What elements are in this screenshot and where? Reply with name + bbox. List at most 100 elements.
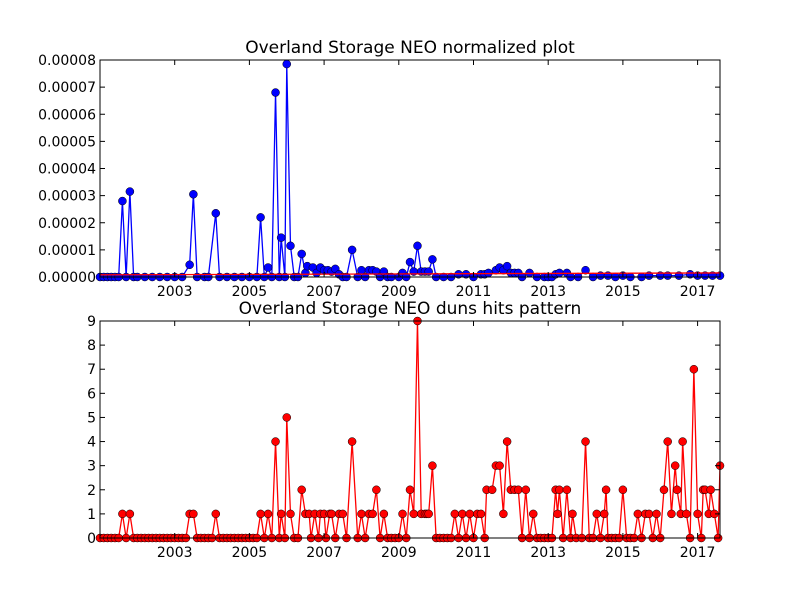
duns-hits-point-156 <box>659 485 669 495</box>
duns-hits-point-127 <box>555 485 564 495</box>
duns-hits-point-171 <box>706 485 715 495</box>
duns-hits-y-tick-label: 1 <box>87 507 96 523</box>
normalized-plot-point-83 <box>484 268 493 278</box>
normalized-plot-point-31 <box>263 263 273 272</box>
duns-hits-point-126 <box>553 509 562 519</box>
normalized-plot-point-74 <box>428 255 437 264</box>
duns-hits-point-52 <box>286 509 295 519</box>
duns-hits-point-117 <box>521 485 531 495</box>
duns-hits-y-tick-label: 9 <box>87 314 96 330</box>
duns-hits-point-8 <box>125 509 135 519</box>
duns-hits-point-70 <box>347 437 357 446</box>
normalized-plot-point-38 <box>286 241 295 251</box>
duns-hits-x-tick-label: 2009 <box>381 545 417 561</box>
normalized-plot-series-1-line <box>99 272 721 276</box>
duns-hits-title: Overland Storage NEO duns hits pattern <box>239 299 582 319</box>
duns-hits-point-110 <box>495 461 504 470</box>
duns-hits-x-tick-label: 2007 <box>306 545 342 561</box>
duns-hits-point-76 <box>372 485 381 495</box>
duns-hits-point-75 <box>368 509 377 519</box>
normalized-plot-point-87 <box>502 261 512 271</box>
duns-hits-point-72 <box>357 509 366 519</box>
duns-hits-point-137 <box>592 509 601 519</box>
duns-hits-point-91 <box>424 509 433 519</box>
normalized-plot-point-54 <box>347 245 357 255</box>
duns-hits-point-49 <box>276 509 286 519</box>
normalized-plot-y-tick-label: 0.00005 <box>38 134 96 150</box>
duns-hits-point-55 <box>297 485 306 495</box>
normalized-plot-y-tick-label: 0.00002 <box>38 216 96 232</box>
duns-hits-point-115 <box>514 485 523 495</box>
normalized-plot-point-102 <box>581 265 590 275</box>
duns-hits-point-65 <box>327 509 336 519</box>
normalized-plot-point-41 <box>297 249 306 259</box>
duns-hits-x-tick-label: 2011 <box>456 545 492 561</box>
normalized-plot-y-tick-label: 0.00008 <box>38 53 96 69</box>
normalized-plot-x-tick-label: 2005 <box>232 284 268 300</box>
normalized-plot-x-tick-label: 2017 <box>680 284 716 300</box>
normalized-plot-frame <box>99 59 721 278</box>
duns-hits-point-160 <box>672 485 682 495</box>
normalized-plot-x-tick-label: 2011 <box>456 284 492 300</box>
normalized-plot-x-tick-label: 2015 <box>605 284 641 300</box>
normalized-plot-x-tick-label: 2009 <box>381 284 417 300</box>
duns-hits-point-154 <box>652 509 661 519</box>
duns-hits-point-129 <box>562 485 572 495</box>
normalized-plot-point-18 <box>189 190 198 199</box>
duns-hits-point-83 <box>398 509 407 519</box>
duns-hits-point-158 <box>667 509 676 519</box>
duns-hits-point-105 <box>476 509 486 519</box>
duns-hits-point-6 <box>118 509 127 519</box>
duns-hits-point-119 <box>529 509 538 519</box>
duns-hits-y-tick-label: 7 <box>87 362 96 378</box>
normalized-plot-x-tick-label: 2007 <box>306 284 342 300</box>
normalized-plot-point-6 <box>118 196 127 206</box>
normalized-plot-point-37 <box>282 59 291 69</box>
duns-hits-point-47 <box>271 437 280 446</box>
normalized-plot-y-tick-label: 0.00001 <box>38 243 96 259</box>
duns-hits-y-tick-label: 0 <box>87 531 96 547</box>
duns-hits-point-140 <box>601 485 611 495</box>
duns-hits-point-112 <box>502 437 512 446</box>
normalized-plot-y-tick-label: 0.00003 <box>38 189 96 205</box>
normalized-plot-ticks: 2003 2005 2007 2009 2011 2013 2015 2017 0.00000 0… <box>38 53 720 300</box>
duns-hits-point-134 <box>581 437 590 446</box>
duns-hits-point-86 <box>409 509 418 519</box>
normalized-plot-point-33 <box>271 88 280 97</box>
duns-hits-point-92 <box>428 461 437 470</box>
duns-hits-point-111 <box>499 509 508 519</box>
duns-hits-chart: Overland Storage NEO duns hits pattern 2… <box>87 299 725 561</box>
duns-hits-y-tick-label: 4 <box>87 435 96 451</box>
duns-hits-point-157 <box>663 437 672 446</box>
duns-hits-point-98 <box>450 509 460 519</box>
normalized-plot-y-tick-label: 0.00006 <box>38 107 96 123</box>
duns-hits-y-tick-label: 5 <box>87 410 96 426</box>
duns-hits-x-tick-label: 2017 <box>680 545 716 561</box>
duns-hits-point-139 <box>599 509 609 519</box>
duns-hits-point-43 <box>256 509 265 519</box>
duns-hits-point-162 <box>678 437 687 446</box>
duns-hits-x-tick-label: 2003 <box>157 545 193 561</box>
normalized-plot-point-22 <box>211 209 221 218</box>
duns-hits-y-tick-label: 2 <box>87 483 96 499</box>
normalized-plot-y-tick-label: 0.00004 <box>38 162 96 178</box>
duns-hits-y-tick-label: 6 <box>87 386 96 402</box>
normalized-plot-chart: Overland Storage NEO normalized plot 200… <box>38 38 725 300</box>
normalized-plot-title: Overland Storage NEO normalized plot <box>245 38 575 58</box>
duns-hits-point-152 <box>644 509 654 519</box>
duns-hits-frame <box>99 320 721 539</box>
duns-hits-point-149 <box>633 509 643 519</box>
duns-hits-point-100 <box>458 509 467 519</box>
duns-hits-point-51 <box>282 413 291 422</box>
normalized-plot-y-tick-label: 0.00007 <box>38 80 96 96</box>
normalized-plot-point-35 <box>276 233 286 242</box>
duns-hits-x-tick-label: 2005 <box>232 545 268 561</box>
duns-hits-point-131 <box>568 509 577 519</box>
normalized-plot-point-70 <box>413 241 422 251</box>
duns-hits-point-166 <box>693 509 702 519</box>
duns-hits-ticks: 2003 2005 2007 2009 2011 2013 2015 2017 0 1 2 3 4 5 6 7… <box>87 314 720 561</box>
normalized-plot-point-29 <box>256 213 265 222</box>
normalized-plot-x-tick-label: 2013 <box>530 284 566 300</box>
